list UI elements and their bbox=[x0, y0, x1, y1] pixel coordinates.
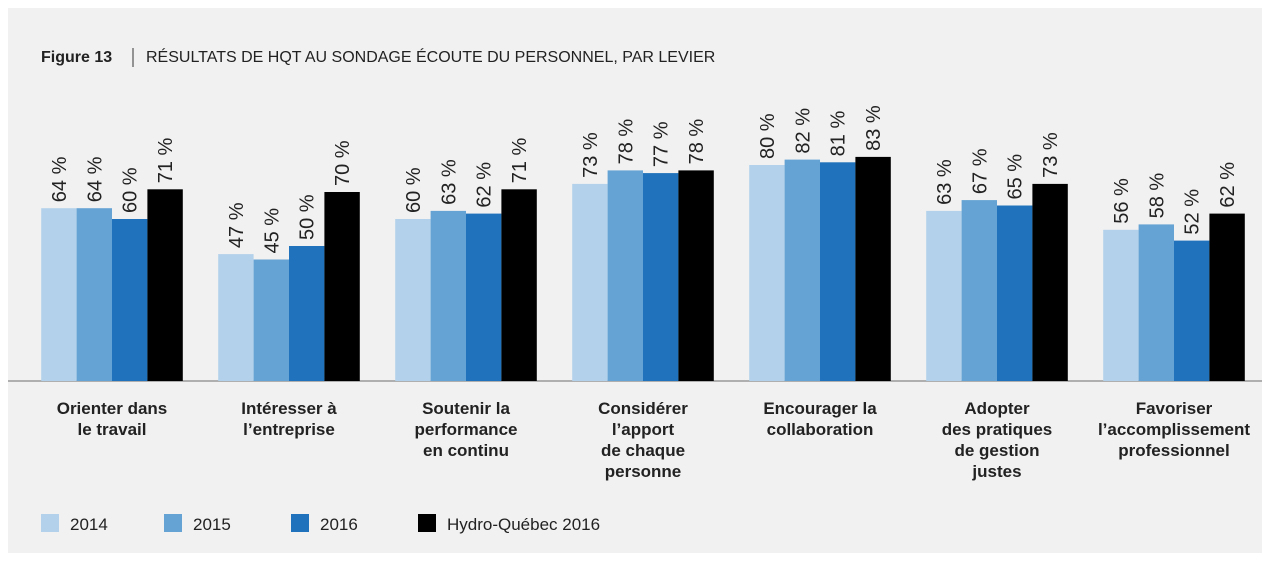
bar bbox=[41, 208, 77, 381]
data-label: 71 % bbox=[509, 137, 531, 183]
bar bbox=[572, 183, 608, 381]
legend-label: 2014 bbox=[70, 515, 108, 534]
data-label: 81 % bbox=[828, 110, 850, 156]
data-label: 64 % bbox=[84, 156, 106, 202]
data-label: 70 % bbox=[332, 140, 354, 186]
bar bbox=[147, 189, 183, 381]
legend-label: 2016 bbox=[320, 515, 358, 534]
data-label: 60 % bbox=[120, 167, 142, 213]
data-label: 78 % bbox=[615, 119, 637, 165]
bar bbox=[501, 189, 537, 381]
bar bbox=[784, 159, 820, 381]
data-label: 83 % bbox=[863, 105, 885, 151]
bar bbox=[1032, 183, 1068, 381]
bar bbox=[926, 210, 962, 381]
bar bbox=[218, 254, 254, 381]
bar bbox=[820, 162, 856, 381]
data-label: 65 % bbox=[1005, 154, 1027, 200]
bar bbox=[1138, 224, 1174, 381]
chart-title: RÉSULTATS DE HQT AU SONDAGE ÉCOUTE DU PE… bbox=[146, 47, 715, 66]
legend-swatch bbox=[41, 514, 59, 532]
bar bbox=[253, 259, 289, 381]
data-label: 73 % bbox=[580, 132, 602, 178]
data-label: 47 % bbox=[226, 202, 248, 248]
bar bbox=[678, 170, 714, 381]
data-label: 63 % bbox=[934, 159, 956, 205]
bar bbox=[289, 246, 325, 381]
bar bbox=[643, 173, 679, 381]
data-label: 73 % bbox=[1040, 132, 1062, 178]
bar bbox=[997, 205, 1033, 381]
bar bbox=[395, 219, 431, 381]
data-label: 80 % bbox=[757, 113, 779, 159]
x-tick-label: Favoriser l’accomplissement professionne… bbox=[1097, 399, 1251, 460]
bar bbox=[76, 208, 112, 381]
x-tick-label: Adopter des pratiques de gestion justes bbox=[941, 399, 1053, 481]
data-label: 63 % bbox=[438, 159, 460, 205]
data-label: 82 % bbox=[792, 108, 814, 154]
bar bbox=[324, 192, 360, 381]
bar bbox=[855, 156, 891, 381]
bar bbox=[430, 210, 466, 381]
legend-swatch bbox=[164, 514, 182, 532]
bar bbox=[1103, 229, 1139, 381]
bar bbox=[466, 213, 502, 381]
legend-label: Hydro-Québec 2016 bbox=[447, 515, 600, 534]
bar bbox=[112, 219, 148, 381]
legend-label: 2015 bbox=[193, 515, 231, 534]
x-tick-label: Considérer l’apport de chaque personne bbox=[598, 399, 688, 481]
figure-number: Figure 13 bbox=[41, 49, 112, 66]
bar bbox=[1209, 213, 1245, 381]
data-label: 67 % bbox=[969, 148, 991, 194]
data-label: 71 % bbox=[155, 137, 177, 183]
data-label: 45 % bbox=[261, 208, 283, 254]
data-label: 56 % bbox=[1111, 178, 1133, 224]
x-tick-label: Soutenir la performance en continu bbox=[414, 399, 518, 460]
data-label: 58 % bbox=[1146, 173, 1168, 219]
bar bbox=[1174, 240, 1210, 381]
data-label: 78 % bbox=[686, 119, 708, 165]
data-label: 60 % bbox=[403, 167, 425, 213]
x-tick-label: Orienter dans le travail bbox=[56, 399, 168, 439]
data-label: 64 % bbox=[49, 156, 71, 202]
bar bbox=[749, 165, 785, 381]
data-label: 50 % bbox=[297, 194, 319, 240]
bar bbox=[961, 200, 997, 381]
x-tick-label: Encourager la collaboration bbox=[763, 399, 877, 439]
data-label: 62 % bbox=[474, 162, 496, 208]
legend-swatch bbox=[291, 514, 309, 532]
bar bbox=[607, 170, 643, 381]
data-label: 62 % bbox=[1217, 162, 1239, 208]
data-label: 77 % bbox=[651, 121, 673, 167]
legend-swatch bbox=[418, 514, 436, 532]
data-label: 52 % bbox=[1182, 189, 1204, 235]
x-tick-label: Intéresser à l’entreprise bbox=[241, 399, 337, 439]
